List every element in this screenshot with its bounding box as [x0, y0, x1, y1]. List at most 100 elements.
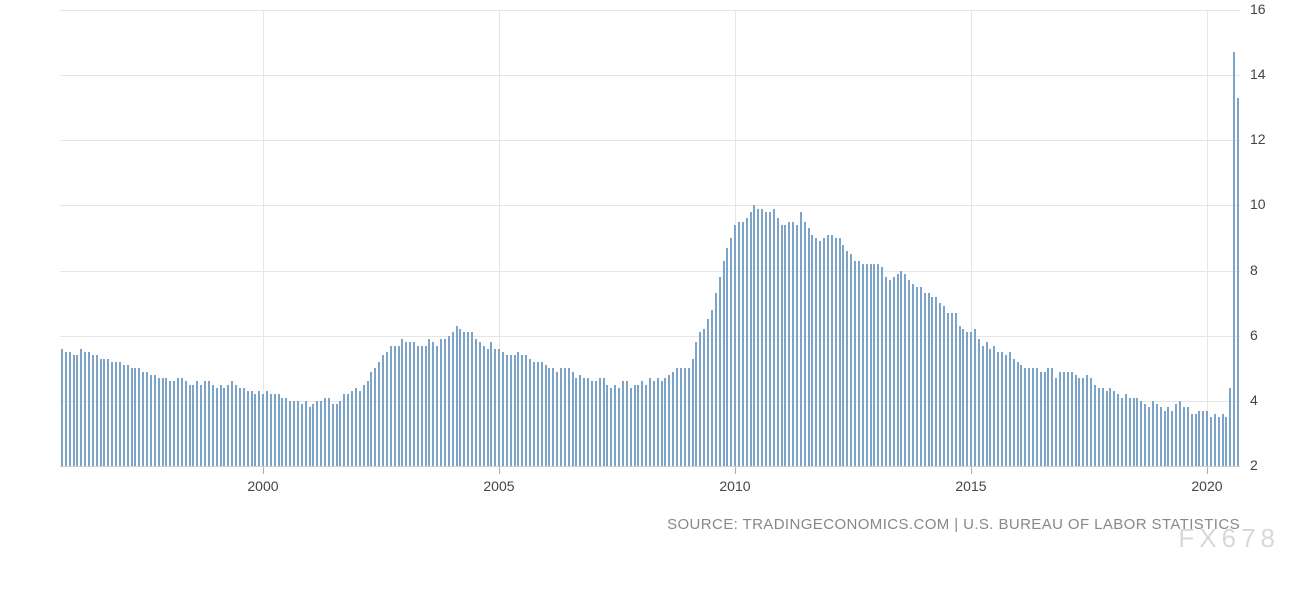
bar — [521, 355, 523, 466]
bar — [676, 368, 678, 466]
bar — [873, 264, 875, 466]
bar — [862, 264, 864, 466]
y-tick-label: 8 — [1250, 262, 1258, 278]
bar — [870, 264, 872, 466]
bar — [1167, 407, 1169, 466]
bar — [989, 349, 991, 466]
bar — [815, 238, 817, 466]
bar — [618, 388, 620, 466]
bar — [463, 332, 465, 466]
bar — [448, 336, 450, 466]
bar — [428, 339, 430, 466]
bar — [610, 388, 612, 466]
bar — [316, 401, 318, 466]
y-tick-label: 12 — [1250, 131, 1266, 147]
bar — [204, 381, 206, 466]
bar — [162, 378, 164, 466]
bar — [452, 332, 454, 466]
x-tick-label: 2000 — [247, 478, 278, 494]
bar — [645, 385, 647, 466]
bar — [456, 326, 458, 466]
bar — [510, 355, 512, 466]
bar — [498, 349, 500, 466]
bar — [931, 297, 933, 466]
bar — [123, 365, 125, 466]
bar — [1094, 385, 1096, 466]
bar — [811, 235, 813, 466]
bar — [595, 381, 597, 466]
bar — [657, 378, 659, 466]
bar — [208, 381, 210, 466]
bar — [1024, 368, 1026, 466]
bar — [777, 218, 779, 466]
bar — [150, 375, 152, 466]
bar — [688, 368, 690, 466]
bar — [765, 212, 767, 466]
bar — [545, 365, 547, 466]
bar — [827, 235, 829, 466]
bar — [398, 346, 400, 467]
bar — [1106, 391, 1108, 466]
bar — [107, 359, 109, 466]
bar — [920, 287, 922, 466]
bar — [409, 342, 411, 466]
bar — [1055, 378, 1057, 466]
bar — [912, 284, 914, 466]
bar — [800, 212, 802, 466]
bar — [850, 254, 852, 466]
bar — [309, 407, 311, 466]
bar — [1109, 388, 1111, 466]
bar — [606, 385, 608, 466]
bar — [479, 342, 481, 466]
bar — [413, 342, 415, 466]
bar — [1210, 417, 1212, 466]
bar — [115, 362, 117, 466]
bar — [1059, 372, 1061, 466]
bar — [835, 238, 837, 466]
bar — [753, 205, 755, 466]
bar — [1237, 98, 1239, 466]
bar — [181, 378, 183, 466]
bar — [336, 404, 338, 466]
bar — [100, 359, 102, 466]
bar — [939, 303, 941, 466]
bar — [297, 401, 299, 466]
bar — [111, 362, 113, 466]
x-tick-label: 2005 — [483, 478, 514, 494]
bar — [1001, 352, 1003, 466]
bar — [769, 212, 771, 466]
bar — [367, 381, 369, 466]
bar — [784, 225, 786, 466]
bar — [583, 378, 585, 466]
bar — [626, 381, 628, 466]
bar — [750, 212, 752, 466]
bar — [637, 385, 639, 466]
bar — [703, 329, 705, 466]
bar — [254, 394, 256, 466]
bar — [494, 349, 496, 466]
bar — [359, 391, 361, 466]
bar — [165, 378, 167, 466]
bar — [986, 342, 988, 466]
bar — [177, 378, 179, 466]
bar — [374, 368, 376, 466]
bar — [808, 228, 810, 466]
bar — [900, 271, 902, 466]
bar — [506, 355, 508, 466]
bar — [169, 381, 171, 466]
bar — [587, 378, 589, 466]
bar — [103, 359, 105, 466]
bar — [738, 222, 740, 466]
bar — [432, 342, 434, 466]
bar — [200, 385, 202, 466]
bar — [692, 359, 694, 466]
bar — [1206, 411, 1208, 466]
bar — [262, 394, 264, 466]
bar — [715, 293, 717, 466]
x-tick-mark — [263, 467, 264, 474]
bar — [231, 381, 233, 466]
bar — [1117, 394, 1119, 466]
bar — [1198, 411, 1200, 466]
bar — [351, 391, 353, 466]
bar — [312, 404, 314, 466]
